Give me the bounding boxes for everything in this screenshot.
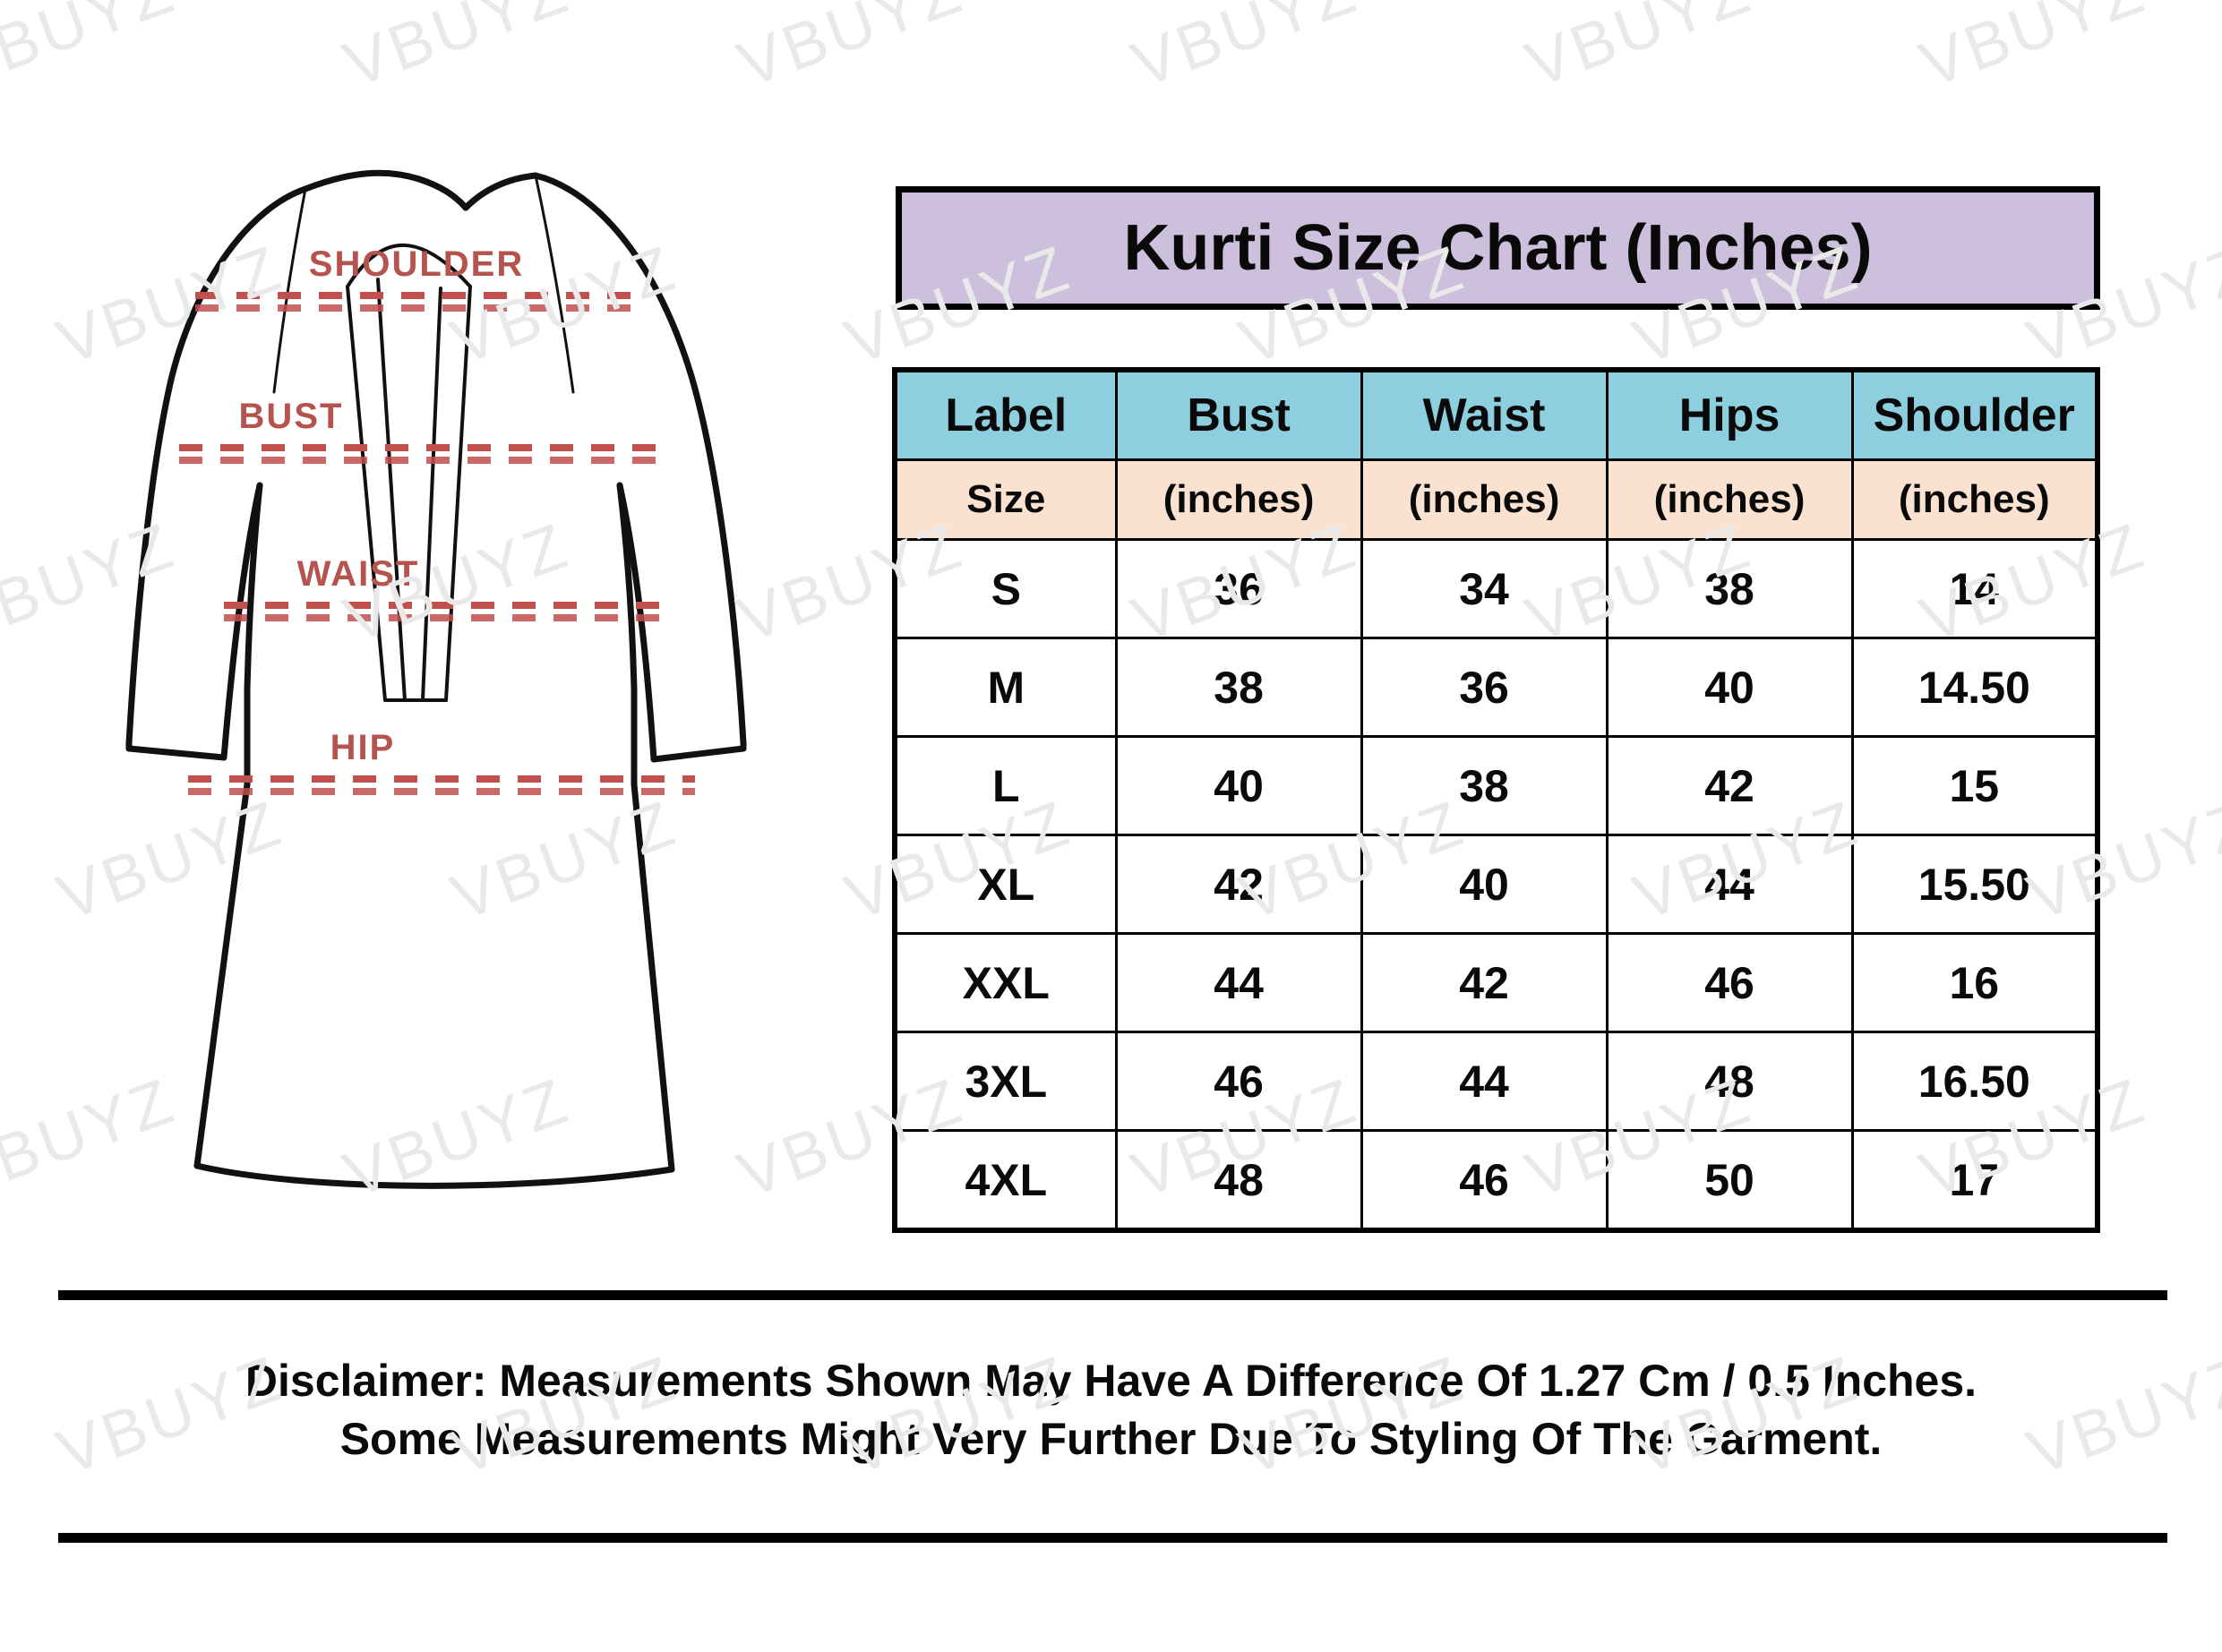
cell-label: 4XL: [893, 1129, 1118, 1232]
cell-label: XXL: [893, 932, 1118, 1033]
table-row: L 40 38 42 15: [893, 735, 2099, 836]
size-chart-table: Label Bust Waist Hips Shoulder Size (inc…: [892, 367, 2100, 1233]
table-row: 4XL 48 46 50 17: [893, 1129, 2099, 1232]
table-head: Label Bust Waist Hips Shoulder Size (inc…: [893, 368, 2099, 541]
cell-shoulder: 15.50: [1850, 834, 2099, 935]
cell-hips: 46: [1605, 932, 1854, 1033]
size-chart-container: Label Bust Waist Hips Shoulder Size (inc…: [892, 367, 2100, 1233]
units-cell-bust: (inches): [1114, 458, 1363, 541]
disclaimer-line-1: Disclaimer: Measurements Shown May Have …: [245, 1356, 1977, 1406]
disclaimer-block: Disclaimer: Measurements Shown May Have …: [0, 1352, 2222, 1468]
table-row: 3XL 46 44 48 16.50: [893, 1031, 2099, 1132]
watermark-text: VBUYZ: [729, 0, 973, 102]
cell-label: L: [893, 735, 1118, 836]
cell-shoulder: 14: [1850, 538, 2099, 639]
cell-waist: 40: [1360, 834, 1609, 935]
cell-hips: 40: [1605, 637, 1854, 738]
divider-rule-bottom: [58, 1533, 2167, 1543]
cell-shoulder: 17: [1850, 1129, 2099, 1232]
shoulder-label: SHOULDER: [309, 244, 524, 284]
cell-shoulder: 15: [1850, 735, 2099, 836]
watermark-text: VBUYZ: [1911, 0, 2155, 102]
chart-title-box: Kurti Size Chart (Inches): [896, 186, 2100, 310]
cell-shoulder: 14.50: [1850, 637, 2099, 738]
page-title: Kurti Size Chart (Inches): [1123, 212, 1873, 284]
cell-label: XL: [893, 834, 1118, 935]
cell-waist: 38: [1360, 735, 1609, 836]
cell-shoulder: 16: [1850, 932, 2099, 1033]
watermark-text: VBUYZ: [1123, 0, 1367, 102]
cell-shoulder: 16.50: [1850, 1031, 2099, 1132]
units-cell-hips: (inches): [1605, 458, 1854, 541]
cell-hips: 50: [1605, 1129, 1854, 1232]
units-cell-size: Size: [893, 458, 1118, 541]
cell-label: M: [893, 637, 1118, 738]
table-row: S 36 34 38 14: [893, 538, 2099, 639]
watermark-text: VBUYZ: [1517, 0, 1761, 102]
column-header-shoulder: Shoulder: [1850, 368, 2099, 461]
garment-illustration: SHOULDER BUST WAIST HIP: [90, 152, 806, 1280]
watermark-text: VBUYZ: [0, 0, 184, 102]
column-header-hips: Hips: [1605, 368, 1854, 461]
table-row: M 38 36 40 14.50: [893, 637, 2099, 738]
table-row: XL 42 40 44 15.50: [893, 834, 2099, 935]
cell-bust: 36: [1114, 538, 1363, 639]
cell-waist: 36: [1360, 637, 1609, 738]
cell-label: S: [893, 538, 1118, 639]
cell-waist: 44: [1360, 1031, 1609, 1132]
cell-bust: 38: [1114, 637, 1363, 738]
column-header-waist: Waist: [1360, 368, 1609, 461]
waist-label: WAIST: [297, 554, 420, 594]
cell-bust: 46: [1114, 1031, 1363, 1132]
kurti-line-drawing: SHOULDER BUST WAIST HIP: [125, 169, 747, 1189]
table-header-row: Label Bust Waist Hips Shoulder: [893, 368, 2099, 461]
cell-bust: 40: [1114, 735, 1363, 836]
hip-label: HIP: [330, 728, 396, 767]
cell-waist: 46: [1360, 1129, 1609, 1232]
bust-label: BUST: [239, 397, 344, 436]
cell-bust: 42: [1114, 834, 1363, 935]
cell-waist: 42: [1360, 932, 1609, 1033]
cell-bust: 48: [1114, 1129, 1363, 1232]
table-units-row: Size (inches) (inches) (inches) (inches): [893, 458, 2099, 541]
table-body: S 36 34 38 14 M 38 36 40 14.50 L 40 38 42 15 XL 42 40 44 15…: [893, 538, 2099, 1232]
column-header-label: Label: [893, 368, 1118, 461]
cell-waist: 34: [1360, 538, 1609, 639]
cell-hips: 44: [1605, 834, 1854, 935]
cell-label: 3XL: [893, 1031, 1118, 1132]
cell-hips: 42: [1605, 735, 1854, 836]
column-header-bust: Bust: [1114, 368, 1363, 461]
divider-rule-top: [58, 1290, 2167, 1300]
disclaimer-line-2: Some Measurements Might Very Further Due…: [339, 1414, 1883, 1464]
table-row: XXL 44 42 46 16: [893, 932, 2099, 1033]
units-cell-waist: (inches): [1360, 458, 1609, 541]
units-cell-shoulder: (inches): [1850, 458, 2099, 541]
watermark-text: VBUYZ: [335, 0, 579, 102]
cell-hips: 38: [1605, 538, 1854, 639]
cell-hips: 48: [1605, 1031, 1854, 1132]
cell-bust: 44: [1114, 932, 1363, 1033]
